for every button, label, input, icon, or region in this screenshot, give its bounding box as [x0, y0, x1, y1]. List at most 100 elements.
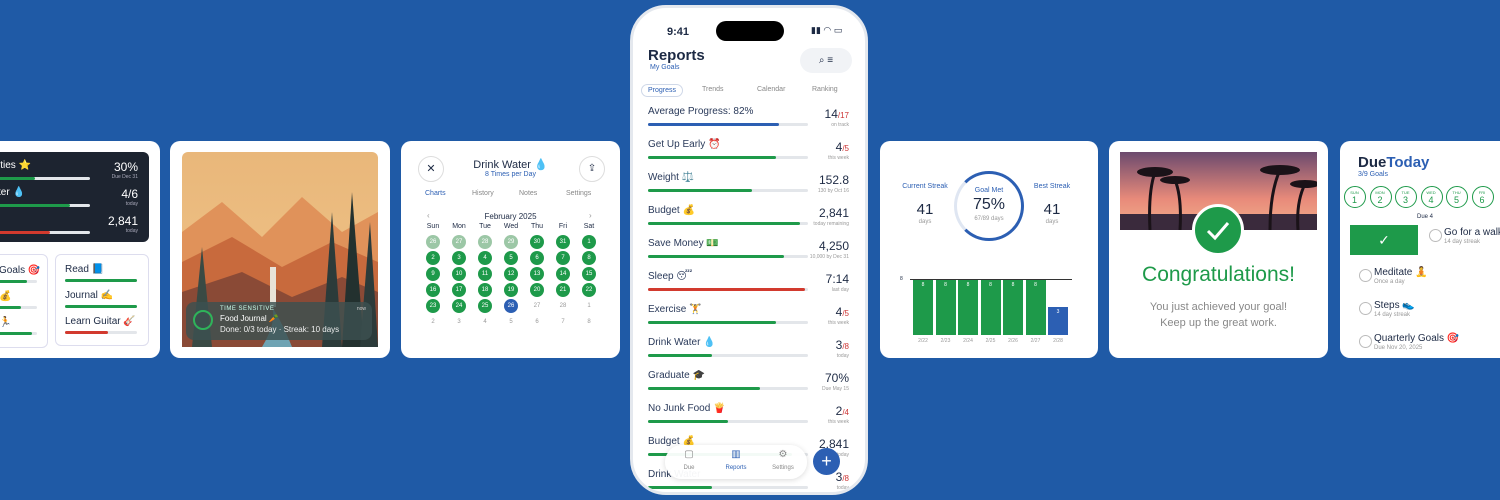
day-name: THU — [1452, 190, 1461, 195]
calendar-card: ✕ ⇪ Drink Water 💧 8 Times per Day Charts Hist… — [401, 141, 620, 358]
progress-track — [0, 231, 90, 234]
day-num: 1 — [1351, 195, 1357, 205]
item-sub: Due May 15 — [822, 386, 849, 392]
check-circle — [1359, 269, 1372, 282]
bar — [935, 280, 956, 335]
progress-track — [0, 280, 37, 283]
stat-value: 41 — [916, 201, 934, 218]
list-item: Journal ✍️ — [65, 290, 114, 301]
tab: Progress — [641, 84, 684, 97]
list-item: Goals 🎯 — [0, 265, 41, 276]
check-circle — [1359, 335, 1372, 348]
progress-fill — [65, 305, 137, 308]
check-icon — [1206, 222, 1230, 241]
tab: Trends — [702, 86, 724, 93]
day: 30 — [530, 235, 544, 249]
day-name: MON — [1375, 190, 1385, 195]
progress-track — [65, 331, 137, 334]
arrow: › — [589, 211, 592, 220]
title: Reports — [648, 47, 705, 64]
phone: 9:41 ▮▮ ◠ ▭ Reports My Goals ⌕ ≡ Progress Tren… — [630, 5, 868, 495]
nav-label: Due — [683, 465, 695, 471]
progress-track — [648, 123, 808, 126]
check-circle — [1429, 229, 1442, 242]
item-label: Graduate 🎓 — [648, 370, 705, 381]
item-title: Steps 👟 — [1374, 300, 1415, 311]
value-denom: /5 — [842, 309, 849, 318]
day: 3 — [457, 319, 461, 325]
day: 31 — [556, 235, 570, 249]
day: 24 — [452, 299, 466, 313]
day: 10 — [452, 267, 466, 281]
arrow: ‹ — [427, 211, 430, 220]
nav-icon: ▢ — [684, 449, 694, 460]
progress-fill — [0, 280, 27, 283]
day-num: 3 — [1402, 195, 1408, 205]
axis-line — [910, 279, 1072, 280]
day: 15 — [582, 267, 596, 281]
progress-fill — [648, 486, 712, 489]
tab: Settings — [566, 190, 592, 197]
day: 5 — [509, 319, 513, 325]
item-label: Drink Water 💧 — [648, 337, 716, 348]
notification-body: Done: 0/3 today · Streak: 10 days — [220, 325, 340, 334]
day: 17 — [452, 283, 466, 297]
date-label: 2/27 — [1030, 338, 1041, 344]
day-name: TUE — [1401, 190, 1410, 195]
dynamic-island — [716, 21, 784, 41]
progress-fill — [648, 420, 728, 423]
day: 12 — [504, 267, 518, 281]
tab: Calendar — [757, 86, 786, 93]
add-button[interactable]: + — [813, 448, 840, 475]
progress-track — [648, 387, 808, 390]
progress-track — [0, 177, 90, 180]
item-value: 7:14 — [826, 272, 849, 286]
day: 23 — [426, 299, 440, 313]
progress-fill — [65, 279, 137, 282]
day: 4 — [483, 319, 487, 325]
item-label: Average Progress: 82% — [648, 106, 754, 117]
progress-track — [648, 189, 808, 192]
item-value: 2,841 — [819, 206, 849, 220]
item-value: 2,841 — [819, 437, 849, 451]
progress-track — [648, 222, 808, 225]
date-label: 2/24 — [963, 338, 973, 344]
list-panel: Goals 🎯 💰 🏃 — [0, 254, 48, 348]
day: 7 — [556, 251, 570, 265]
close-button: ✕ — [418, 156, 444, 182]
day: 4 — [478, 251, 492, 265]
date-label: 2/25 — [985, 338, 996, 344]
bar-label: 8 — [1011, 282, 1015, 288]
item-value: 4/5 — [836, 140, 849, 154]
date-label: 2/23 — [940, 338, 951, 344]
streak-card: Current Streak 41 days Best Streak 41 days Goa… — [880, 141, 1098, 358]
tab: Notes — [519, 190, 538, 197]
item-title: Quarterly Goals 🎯 — [1374, 333, 1460, 344]
progress-fill — [65, 331, 109, 334]
summary-card: ities ⭐ 30% Due Dec 31 ter 💧 4/6 today 2,841 to… — [0, 141, 160, 358]
progress-fill — [648, 288, 805, 291]
day: 19 — [504, 283, 518, 297]
value-denom: /4 — [842, 408, 849, 417]
day-num: 2 — [1377, 195, 1383, 205]
title-part: Due — [1358, 154, 1387, 171]
day: 2 — [426, 251, 440, 265]
item-label: Sleep 😴 — [648, 271, 693, 282]
day-chip: WED 4 — [1420, 186, 1443, 208]
progress-track — [648, 321, 808, 324]
day-name: WED — [1426, 190, 1436, 195]
tab: History — [472, 190, 494, 197]
progress-fill — [0, 306, 22, 309]
bar-label: 8 — [944, 282, 947, 288]
title: Drink Water 💧 — [473, 159, 548, 171]
day: 28 — [478, 235, 492, 249]
item-sub: this week — [828, 155, 849, 161]
day: 26 — [426, 235, 440, 249]
row-sub: today — [125, 228, 138, 234]
row-value: 30% — [113, 160, 138, 174]
day: 9 — [426, 267, 440, 281]
clock: 9:41 — [667, 26, 690, 38]
done-swipe: ✓ — [1350, 225, 1418, 255]
item-label: Save Money 💵 — [648, 238, 719, 249]
nav-label: Settings — [772, 465, 794, 471]
